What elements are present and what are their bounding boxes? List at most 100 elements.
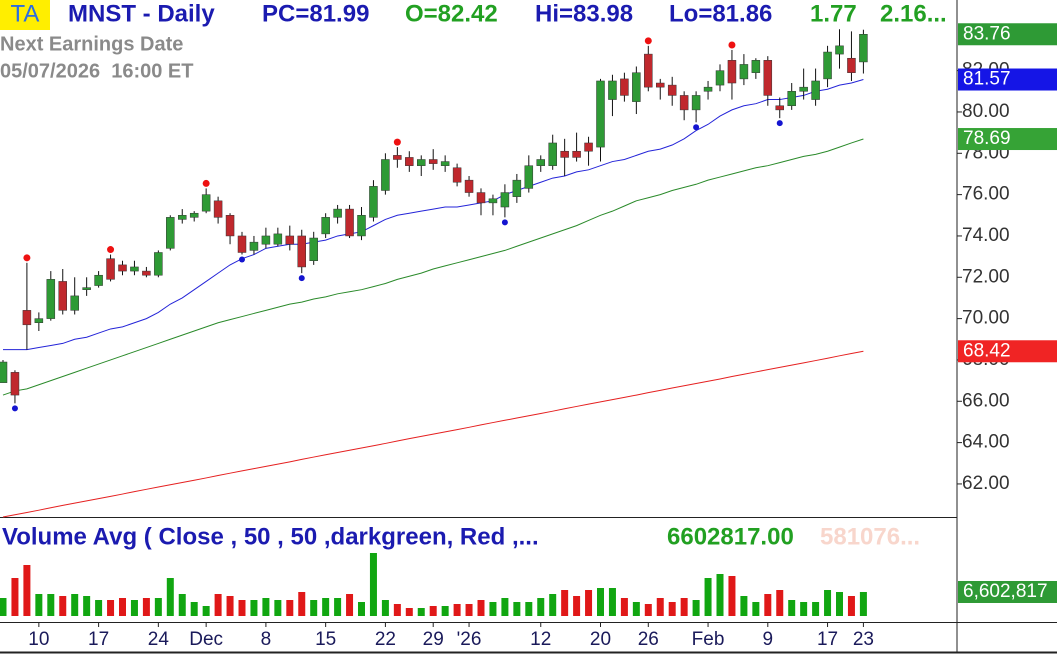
volume-bar <box>429 606 437 616</box>
candle-body <box>464 179 474 193</box>
volume-bar <box>238 600 246 616</box>
volume-bar <box>608 588 616 616</box>
volume-bar <box>453 604 461 616</box>
candle-body <box>213 200 223 218</box>
x-tick-label: 24 <box>148 629 170 650</box>
overlay-badge-text: 81.57 <box>963 69 1011 90</box>
candle-body <box>823 51 832 80</box>
overlay-badge <box>958 128 1057 151</box>
volume-bar <box>83 596 91 616</box>
pivot-high-marker <box>393 138 401 146</box>
close-badge-text: 83.76 <box>963 23 1011 44</box>
volume-bar <box>680 598 688 616</box>
volume-bar <box>405 608 413 616</box>
candle-body <box>584 142 593 152</box>
x-tick-label: 17 <box>88 629 109 650</box>
volume-bar <box>142 598 150 616</box>
candle-body <box>632 72 641 102</box>
volume-bar <box>286 600 294 616</box>
candle-body <box>775 105 784 111</box>
volume-bar <box>704 578 712 616</box>
x-tick-label: Dec <box>189 629 223 650</box>
candle-body <box>691 95 701 111</box>
volume-bar <box>107 600 115 616</box>
candle-body <box>417 159 426 166</box>
x-tick-label: 10 <box>28 629 49 650</box>
volume-bar <box>334 598 342 616</box>
candle-body <box>393 155 402 160</box>
y-tick-label: 80.00 <box>962 101 1010 122</box>
candle-body <box>799 86 808 92</box>
volume-bar <box>166 578 174 616</box>
candle-body <box>82 287 91 290</box>
ta-badge-text: TA <box>11 0 40 27</box>
volume-bar <box>322 598 330 616</box>
change-pct: 2.16... <box>880 0 947 27</box>
volume-title: Volume Avg ( Close , 50 , 50 ,darkgreen,… <box>2 523 539 550</box>
x-tick-label: 23 <box>853 629 874 650</box>
candle-body <box>345 208 354 237</box>
candle-body <box>10 372 20 396</box>
candle-body <box>488 198 498 204</box>
candle-body <box>572 150 581 158</box>
volume-bar <box>668 602 676 616</box>
candle-body <box>440 161 450 166</box>
volume-bar <box>202 606 210 616</box>
volume-badge <box>958 580 1057 603</box>
volume-bar <box>501 598 509 616</box>
volume-bar <box>525 602 533 616</box>
volume-bar <box>585 590 593 616</box>
moving-average-line <box>2 138 864 396</box>
candle-body <box>261 235 271 245</box>
candle-body <box>189 212 199 218</box>
candle-body <box>763 60 773 96</box>
candle-body <box>476 192 486 204</box>
volume-bar <box>824 590 832 616</box>
volume-bar <box>776 590 784 616</box>
candle-body <box>679 95 689 111</box>
pivot-low-marker <box>239 256 245 263</box>
candle-body <box>859 34 868 63</box>
overlay-badge-text: 68.42 <box>963 340 1011 361</box>
volume-bar <box>71 594 79 616</box>
ta-badge <box>0 0 50 30</box>
volume-bar <box>465 604 473 616</box>
candle-body <box>751 60 761 73</box>
candle-body <box>297 235 306 268</box>
volume-average: 581076... <box>820 523 920 550</box>
y-tick-label: 66.00 <box>962 390 1010 411</box>
volume-bar <box>47 594 55 616</box>
candle-body <box>273 233 283 245</box>
candle-body <box>142 270 151 276</box>
pivot-low-marker <box>298 275 305 282</box>
candle-body <box>727 60 737 84</box>
volume-bar <box>561 590 569 616</box>
volume-bar <box>656 598 664 616</box>
candle-body <box>154 252 163 276</box>
volume-bar <box>692 600 700 616</box>
x-tick-label: 17 <box>817 629 838 650</box>
volume-bar <box>812 602 820 616</box>
candle-body <box>787 91 796 107</box>
pivot-high-marker <box>644 37 652 45</box>
candle-body <box>703 86 713 92</box>
volume-bar <box>95 600 103 616</box>
candle-body <box>644 53 653 88</box>
pivot-low-marker <box>11 405 18 412</box>
volume-bar <box>369 553 377 616</box>
volume-bar <box>728 576 736 616</box>
pivot-low-marker <box>693 124 700 131</box>
candle-body <box>667 84 677 96</box>
candle-body <box>166 217 175 249</box>
x-tick-label: 9 <box>763 629 774 650</box>
x-tick-label: 22 <box>375 629 396 650</box>
volume-bar <box>154 598 162 616</box>
volume-bar <box>477 600 485 616</box>
overlay-badge-text: 78.69 <box>963 128 1011 149</box>
candle-body <box>357 215 366 237</box>
volume-bar <box>393 604 401 616</box>
volume-bar <box>23 565 31 616</box>
volume-bar <box>274 600 282 616</box>
candle-body <box>237 235 247 253</box>
candle-body <box>524 165 534 189</box>
